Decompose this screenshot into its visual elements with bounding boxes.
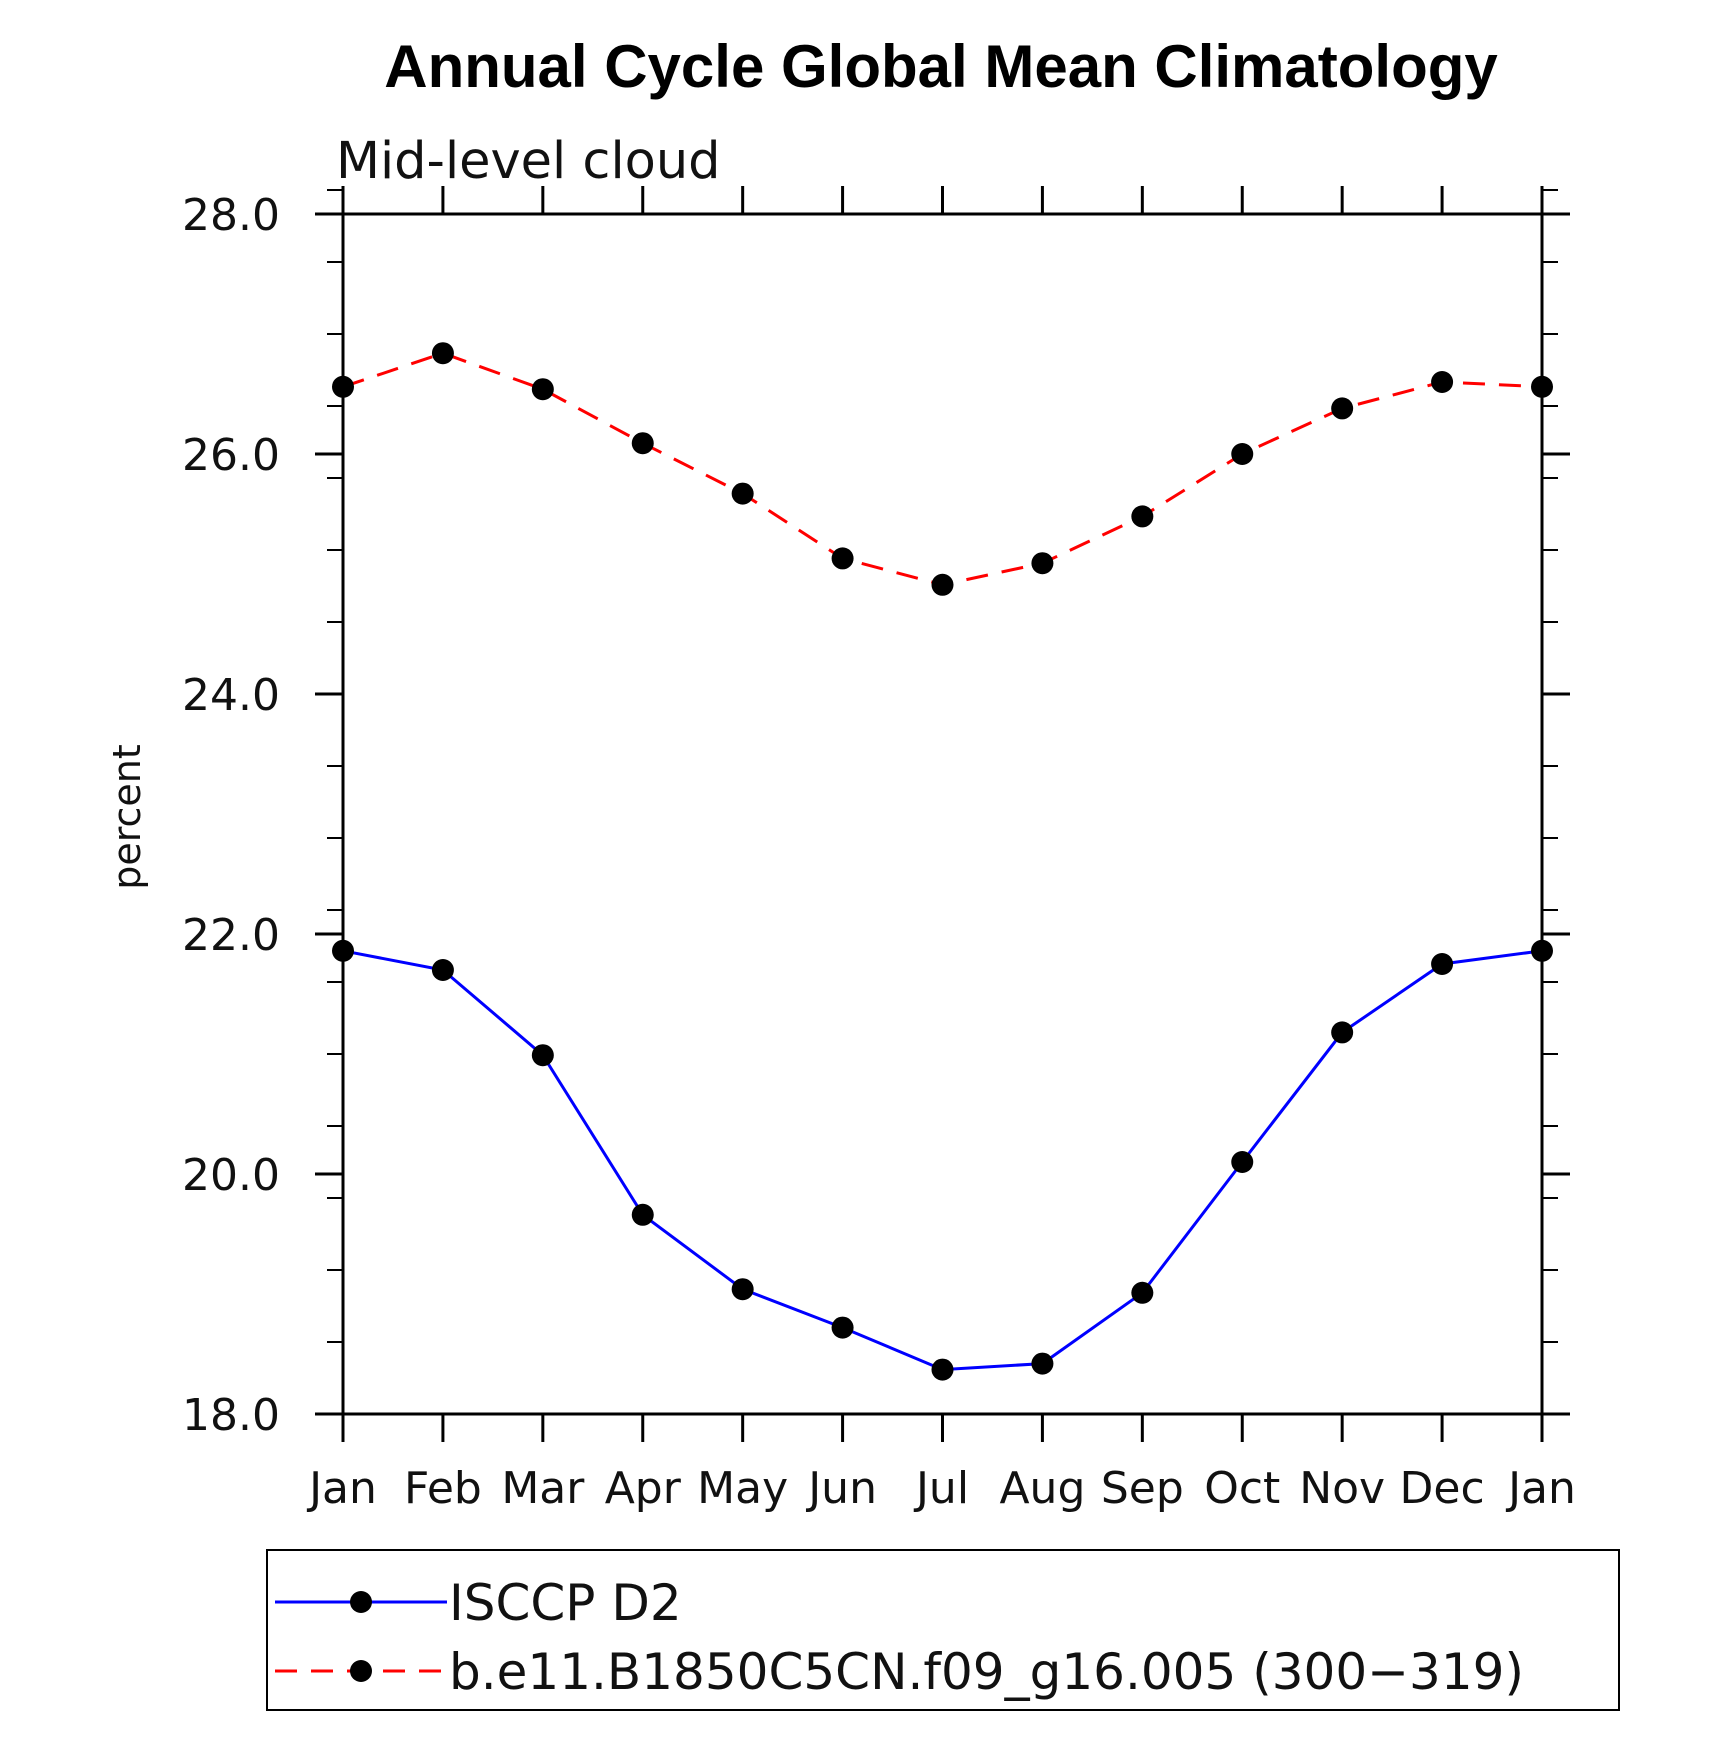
legend-swatch-marker-2 <box>350 1660 372 1682</box>
series-2-point <box>1131 505 1154 528</box>
series-2-point <box>332 375 354 398</box>
series-1-point <box>631 1203 654 1226</box>
series-2-point <box>631 432 654 455</box>
x-tick-label: Oct <box>1204 1463 1280 1514</box>
x-tick-label: May <box>697 1463 788 1514</box>
series-1-point <box>1331 1021 1354 1044</box>
x-tick-label: Aug <box>999 1463 1085 1514</box>
x-tick-label: Jan <box>306 1463 377 1514</box>
legend-label-2: b.e11.B1850C5CN.f09_g16.005 (300−319) <box>449 1643 1524 1701</box>
series-2-point <box>431 342 454 365</box>
y-tick-label: 26.0 <box>182 430 280 481</box>
legend-label-1: ISCCP D2 <box>449 1574 682 1632</box>
series-2-point <box>931 573 954 596</box>
series-2-point <box>831 547 854 570</box>
series-layer <box>332 342 1553 1381</box>
series-2-point <box>1331 397 1354 420</box>
x-tick-label: Nov <box>1299 1463 1385 1514</box>
x-tick-label: Jul <box>913 1463 969 1514</box>
series-2-point <box>1431 371 1454 393</box>
x-tick-label: Dec <box>1400 1463 1485 1514</box>
series-line-2 <box>342 351 1543 587</box>
series-2-point <box>1031 552 1054 575</box>
axis-ticks: Jan Feb Mar Apr May Jun Jul Aug Sep Oct Nov Dec Jan 1… <box>182 186 1576 1514</box>
y-tick-label: 20.0 <box>182 1150 280 1201</box>
series-1-point <box>1531 939 1553 962</box>
series-2-point <box>1231 443 1254 465</box>
series-1-point <box>431 959 454 981</box>
y-tick-label: 24.0 <box>182 670 280 721</box>
series-1-point <box>1131 1281 1154 1304</box>
y-tick-label: 28.0 <box>182 190 280 241</box>
chart-title: Annual Cycle Global Mean Climatology <box>384 33 1498 100</box>
series-1-point <box>1231 1151 1254 1173</box>
x-tick-label: Feb <box>404 1463 482 1514</box>
series-line-1 <box>342 949 1543 1372</box>
legend: ISCCP D2 b.e11.B1850C5CN.f09_g16.005 (300… <box>275 1574 1524 1701</box>
series-1-point <box>1431 953 1454 975</box>
y-tick-label: 18.0 <box>182 1390 280 1441</box>
x-tick-label: Apr <box>605 1463 682 1514</box>
series-1-point <box>531 1044 554 1067</box>
legend-box <box>266 1549 1620 1711</box>
x-tick-label: Sep <box>1101 1463 1184 1514</box>
series-1-point <box>332 939 354 962</box>
y-tick-label: 22.0 <box>182 910 280 961</box>
series-1-point <box>1031 1352 1054 1375</box>
y-axis-label: percent <box>105 744 149 890</box>
series-1-point <box>731 1278 754 1301</box>
x-tick-label: Jun <box>805 1463 877 1514</box>
series-2-point <box>531 378 554 401</box>
plot-frame <box>341 212 1544 1416</box>
series-1-point <box>931 1358 954 1381</box>
series-2-point <box>731 482 754 505</box>
x-tick-label: Mar <box>501 1463 585 1514</box>
x-tick-label: Jan <box>1505 1463 1576 1514</box>
chart-subtitle: Mid-level cloud <box>336 132 721 191</box>
series-2-point <box>1531 375 1553 398</box>
series-1-point <box>831 1316 854 1339</box>
legend-swatch-marker-1 <box>350 1591 372 1613</box>
